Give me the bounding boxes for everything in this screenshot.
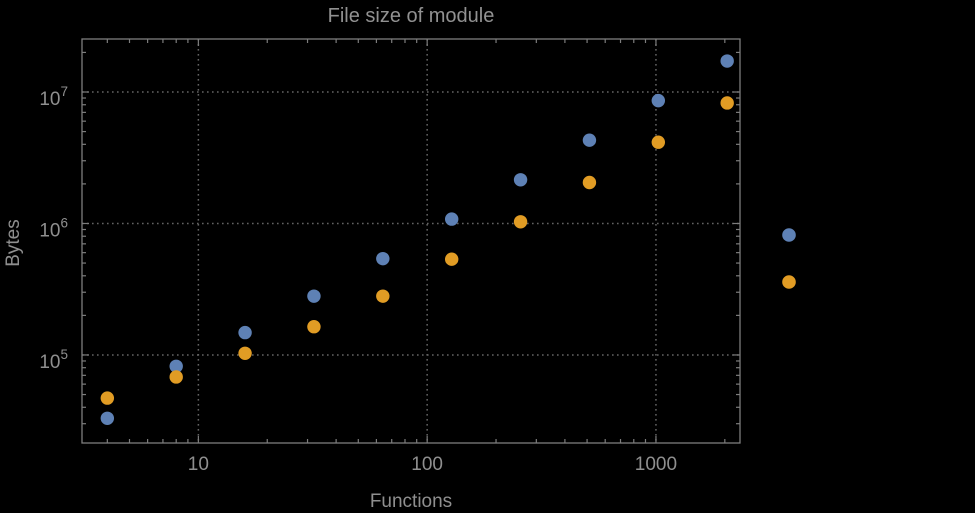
data-point-series-2 [651, 135, 666, 149]
x-tick-label: 1000 [635, 454, 677, 475]
data-point-series-2 [238, 346, 252, 360]
legend-marker-series-1 [782, 228, 796, 242]
data-point-series-2 [582, 175, 597, 190]
data-point-series-1 [238, 325, 252, 340]
gridlines [82, 39, 740, 443]
data-point-series-1 [307, 289, 321, 303]
x-axis-label: Functions [369, 491, 453, 512]
x-tick-label: 100 [411, 454, 443, 475]
frame-border [81, 38, 741, 444]
data-point-series-1 [169, 359, 183, 373]
data-point-series-2 [444, 252, 459, 266]
y-tick-label: 105 [39, 347, 68, 373]
legend-marker-series-2 [782, 275, 796, 289]
data-point-series-1 [444, 212, 459, 226]
y-tick-label: 106 [39, 215, 68, 241]
data-point-series-2 [513, 215, 528, 229]
data-point-series-2 [169, 370, 183, 384]
data-point-series-1 [376, 251, 390, 266]
data-point-series-1 [513, 173, 528, 187]
chart-title: File size of module [327, 5, 495, 27]
data-point-series-2 [376, 289, 390, 303]
tick-labels: 10 100 1000 105 106 107 [39, 84, 677, 475]
legend [782, 228, 796, 289]
data-point-series-2 [307, 320, 321, 334]
plot-frame [81, 38, 741, 444]
data-point-series-1 [100, 411, 115, 425]
axis-ticks [82, 39, 740, 443]
data-point-series-1 [651, 93, 666, 108]
data-point-series-1 [582, 133, 597, 147]
data-point-series-1 [720, 54, 734, 68]
data-points [100, 54, 734, 425]
data-point-series-2 [720, 96, 734, 110]
data-point-series-2 [100, 391, 115, 405]
x-tick-label: 10 [188, 454, 209, 475]
y-tick-label: 107 [39, 84, 68, 110]
